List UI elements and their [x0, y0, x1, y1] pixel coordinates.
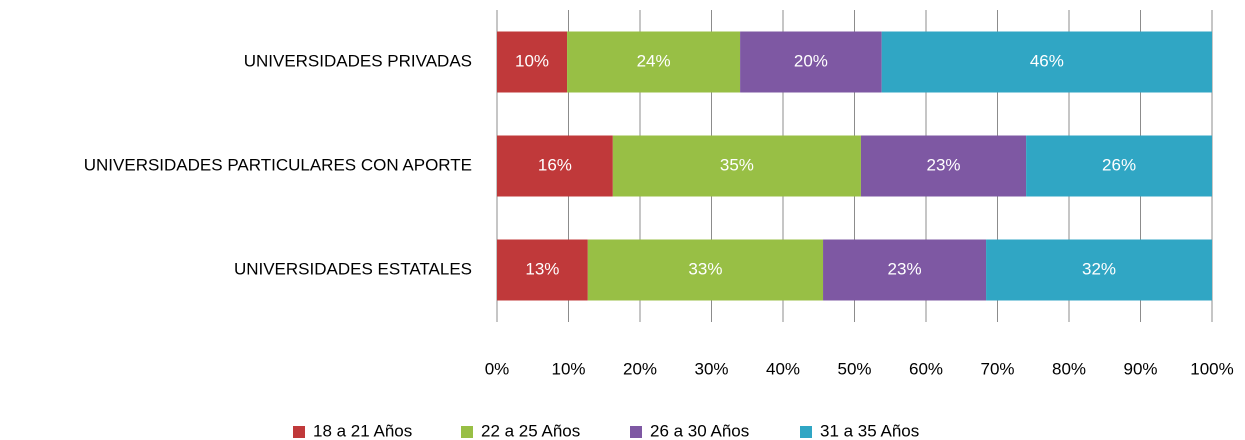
legend-label: 26 a 30 Años	[650, 421, 749, 440]
value-label: 10%	[515, 51, 549, 70]
legend-swatch	[800, 426, 812, 438]
bar-segment	[567, 31, 741, 93]
value-label: 20%	[794, 51, 828, 70]
bar-segment	[860, 135, 1027, 197]
category-label: UNIVERSIDADES PRIVADAS	[244, 51, 472, 70]
value-label: 23%	[927, 155, 961, 174]
bar-segment	[497, 31, 568, 93]
bar-segment	[881, 31, 1212, 93]
bar-segment	[740, 31, 882, 93]
x-tick-label: 80%	[1052, 359, 1086, 378]
x-tick-label: 100%	[1190, 359, 1233, 378]
x-tick-label: 0%	[485, 359, 510, 378]
value-label: 24%	[637, 51, 671, 70]
value-label: 32%	[1082, 259, 1116, 278]
bar-segment	[986, 239, 1212, 301]
x-tick-label: 50%	[837, 359, 871, 378]
legend-swatch	[630, 426, 642, 438]
x-tick-label: 40%	[766, 359, 800, 378]
legend-swatch	[293, 426, 305, 438]
bar-segment	[497, 135, 613, 197]
x-tick-label: 90%	[1123, 359, 1157, 378]
bar-segment	[823, 239, 987, 301]
value-label: 16%	[538, 155, 572, 174]
value-label: 33%	[688, 259, 722, 278]
x-tick-label: 60%	[909, 359, 943, 378]
x-tick-label: 20%	[623, 359, 657, 378]
value-label: 13%	[525, 259, 559, 278]
legend-label: 31 a 35 Años	[820, 421, 919, 440]
legend-label: 18 a 21 Años	[313, 421, 412, 440]
value-label: 26%	[1102, 155, 1136, 174]
category-label: UNIVERSIDADES PARTICULARES CON APORTE	[84, 155, 472, 174]
category-label: UNIVERSIDADES ESTATALES	[234, 259, 472, 278]
x-tick-label: 30%	[694, 359, 728, 378]
value-label: 23%	[888, 259, 922, 278]
value-label: 46%	[1030, 51, 1064, 70]
x-tick-label: 10%	[551, 359, 585, 378]
bar-segment	[497, 239, 588, 301]
legend-label: 22 a 25 Años	[481, 421, 580, 440]
bar-segment	[612, 135, 861, 197]
bar-segment	[587, 239, 824, 301]
x-tick-label: 70%	[980, 359, 1014, 378]
value-label: 35%	[720, 155, 754, 174]
bar-segment	[1026, 135, 1212, 197]
legend-swatch	[461, 426, 473, 438]
